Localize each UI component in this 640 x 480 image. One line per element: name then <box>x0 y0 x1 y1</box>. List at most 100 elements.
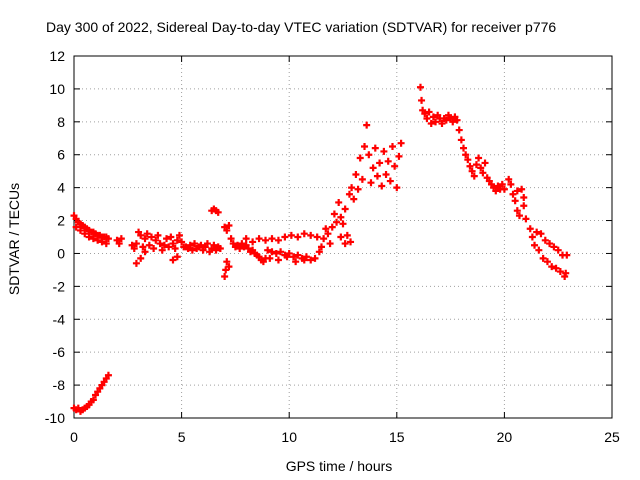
data-point <box>171 245 179 253</box>
data-point <box>533 228 541 236</box>
y-tick-label: 2 <box>57 213 65 229</box>
data-point <box>300 256 308 264</box>
data-point <box>333 218 341 226</box>
data-point <box>130 245 138 253</box>
data-point <box>543 258 551 266</box>
data-point <box>326 240 334 248</box>
data-point <box>539 254 547 262</box>
data-point <box>369 164 377 172</box>
data-point <box>425 108 433 116</box>
x-tick-label: 20 <box>497 429 513 445</box>
data-point <box>393 184 401 192</box>
data-point <box>343 231 351 239</box>
data-point <box>307 231 315 239</box>
data-point <box>262 236 270 244</box>
x-tick-label: 5 <box>178 429 186 445</box>
data-point <box>191 240 199 248</box>
data-points <box>70 83 571 415</box>
data-point <box>117 235 125 243</box>
y-tick-label: 4 <box>57 180 65 196</box>
data-point <box>548 263 556 271</box>
data-point <box>89 396 97 404</box>
data-point <box>421 110 429 118</box>
data-point <box>479 169 487 177</box>
data-point <box>175 231 183 239</box>
x-tick-label: 15 <box>389 429 405 445</box>
data-point <box>462 151 470 159</box>
data-point <box>367 179 375 187</box>
data-point <box>337 213 345 221</box>
data-point <box>283 253 291 261</box>
data-point <box>132 240 140 248</box>
data-point <box>169 256 177 264</box>
y-axis-label: SDTVAR / TECUs <box>6 183 22 295</box>
data-point <box>165 243 173 251</box>
data-point <box>137 254 145 262</box>
data-point <box>104 371 112 379</box>
data-point <box>214 208 222 216</box>
data-point <box>472 161 480 169</box>
data-point <box>167 233 175 241</box>
data-point <box>156 240 164 248</box>
data-point <box>522 215 530 223</box>
data-point <box>386 177 394 185</box>
data-point <box>511 197 519 205</box>
data-point <box>223 258 231 266</box>
x-tick-label: 25 <box>604 429 620 445</box>
data-point <box>81 230 89 238</box>
data-point <box>137 231 145 239</box>
data-point <box>160 241 168 249</box>
data-point <box>345 190 353 198</box>
data-point <box>423 115 431 123</box>
data-point <box>287 231 295 239</box>
axis-ticks: 0 5 10 15 20 25 -10 -8 -6 -4 -2 0 2 4 6 8 10 12 <box>45 48 620 445</box>
data-point <box>455 126 463 134</box>
data-point <box>562 269 570 277</box>
data-point <box>513 187 521 195</box>
data-point <box>341 240 349 248</box>
data-point <box>556 268 564 276</box>
data-point <box>145 241 153 249</box>
data-point <box>356 154 364 162</box>
data-point <box>154 231 162 239</box>
data-point <box>505 175 513 183</box>
data-point <box>378 182 386 190</box>
data-point <box>509 190 517 198</box>
data-point <box>139 243 147 251</box>
data-point <box>223 226 231 234</box>
x-tick-label: 0 <box>70 429 78 445</box>
data-point <box>274 236 282 244</box>
data-point <box>358 175 366 183</box>
data-point <box>373 172 381 180</box>
y-tick-label: -10 <box>45 410 65 426</box>
data-point <box>418 96 426 104</box>
data-point <box>76 226 84 234</box>
data-point <box>550 243 558 251</box>
data-point <box>300 230 308 238</box>
data-point <box>72 223 80 231</box>
data-point <box>104 235 112 243</box>
data-point <box>515 212 523 220</box>
data-point <box>470 172 478 180</box>
data-point <box>294 233 302 241</box>
data-point <box>186 241 194 249</box>
data-point <box>376 159 384 167</box>
data-point <box>498 180 506 188</box>
data-point <box>397 139 405 147</box>
data-point <box>335 198 343 206</box>
data-point <box>354 185 362 193</box>
data-point <box>322 225 330 233</box>
data-point <box>468 167 476 175</box>
data-point <box>395 152 403 160</box>
data-point <box>102 240 110 248</box>
data-point <box>274 256 282 264</box>
data-point <box>225 221 233 229</box>
data-point <box>197 241 205 249</box>
data-point <box>115 240 123 248</box>
data-point <box>541 236 549 244</box>
y-tick-label: 10 <box>49 81 65 97</box>
data-point <box>528 233 536 241</box>
data-point <box>361 143 369 150</box>
data-point <box>481 159 489 167</box>
